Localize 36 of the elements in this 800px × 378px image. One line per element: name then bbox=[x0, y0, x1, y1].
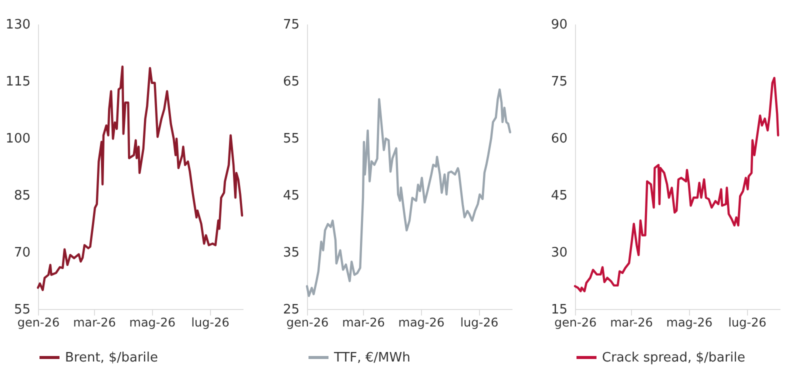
y-tick-label: 25 bbox=[282, 302, 300, 318]
x-tick-label: mag-26 bbox=[129, 316, 176, 330]
x-tick-label: mar-26 bbox=[342, 316, 385, 330]
y-tick-label: 75 bbox=[550, 74, 568, 90]
x-tick-label: mag-26 bbox=[398, 316, 445, 330]
y-tick-label: 45 bbox=[550, 188, 568, 204]
y-tick-label: 130 bbox=[6, 18, 30, 32]
y-tick-label: 45 bbox=[282, 188, 300, 204]
x-tick-label: mar-26 bbox=[73, 316, 116, 330]
y-tick-label: 55 bbox=[14, 302, 30, 318]
y-tick-label: 115 bbox=[6, 74, 30, 90]
x-tick-label: lug-26 bbox=[728, 316, 766, 330]
line-series bbox=[574, 76, 780, 292]
y-tick-label: 60 bbox=[550, 132, 568, 146]
x-tick-label: gen-26 bbox=[286, 316, 329, 330]
legend-label: Brent, $/barile bbox=[65, 350, 158, 366]
y-tick-label: 70 bbox=[14, 246, 30, 260]
line-series bbox=[306, 88, 512, 297]
legend-label: TTF, €/MWh bbox=[333, 350, 410, 366]
y-tick-label: 65 bbox=[282, 74, 300, 90]
x-tick-label: mag-26 bbox=[666, 316, 713, 330]
y-tick-label: 75 bbox=[282, 18, 300, 32]
y-tick-label: 85 bbox=[14, 188, 30, 204]
x-tick-label: mar-26 bbox=[610, 316, 653, 330]
y-tick-label: 100 bbox=[6, 132, 30, 146]
y-tick-label: 30 bbox=[550, 246, 568, 260]
x-tick-label: gen-26 bbox=[554, 316, 597, 330]
y-tick-label: 90 bbox=[550, 18, 568, 32]
legend-label: Crack spread, $/barile bbox=[602, 350, 746, 366]
y-tick-label: 35 bbox=[282, 246, 300, 260]
x-tick-label: gen-26 bbox=[17, 316, 60, 330]
y-tick-label: 15 bbox=[550, 302, 568, 318]
line-series bbox=[36, 65, 244, 292]
x-tick-label: lug-26 bbox=[191, 316, 230, 330]
x-tick-label: lug-26 bbox=[460, 316, 498, 330]
y-tick-label: 55 bbox=[282, 132, 300, 146]
